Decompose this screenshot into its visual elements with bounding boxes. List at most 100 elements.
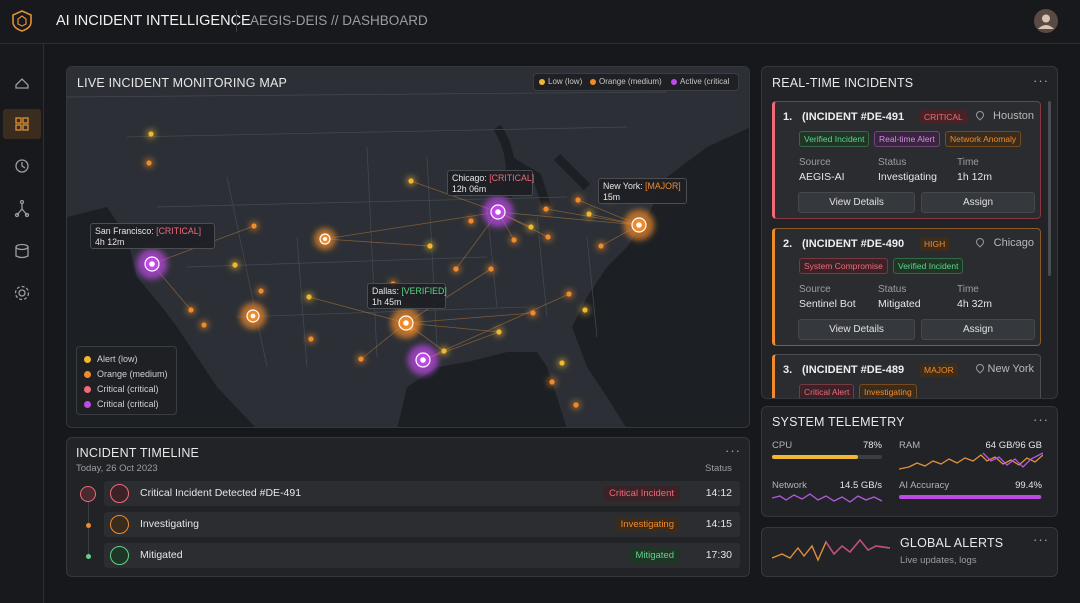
menu[interactable]: ··· xyxy=(1033,532,1049,547)
callout-status: [MAJOR] xyxy=(645,181,681,191)
status-badge: Investigating xyxy=(614,517,680,532)
action-button[interactable]: Assign xyxy=(921,192,1035,213)
scrollbar[interactable] xyxy=(1048,101,1051,276)
tag: Verified Incident xyxy=(799,131,870,147)
sidebar xyxy=(0,44,44,603)
incident-card[interactable]: 2. (INCIDENT #DE-490 HIGH Chicago System Com… xyxy=(772,228,1041,346)
dot xyxy=(232,262,238,268)
menu[interactable]: ··· xyxy=(1033,412,1049,427)
callout: Chicago: [CRITICAL] 12h 06m xyxy=(447,170,534,196)
link xyxy=(405,312,534,324)
alerts-sparkline xyxy=(772,538,890,562)
legend-label: Orange (medium) xyxy=(599,77,662,86)
links xyxy=(151,180,640,361)
legend-label: Active (critical xyxy=(680,77,730,86)
metric-value: 78% xyxy=(862,440,882,451)
time: 14:12 xyxy=(705,487,732,499)
dot xyxy=(306,294,312,300)
action-button[interactable]: View Details xyxy=(798,192,915,213)
action-button[interactable]: Assign xyxy=(921,319,1035,340)
callout-city: New York: xyxy=(603,181,643,191)
dot xyxy=(573,402,579,408)
status-badge: Mitigated xyxy=(629,548,680,563)
callout-city: San Francisco: xyxy=(95,226,154,236)
metric-value: 99.4% xyxy=(1015,480,1042,491)
legend-top: Low (low) Orange (medium) Active (critical xyxy=(533,73,739,91)
dot xyxy=(530,310,536,316)
timeline-date: Today, 26 Oct 2023 xyxy=(76,463,158,474)
field-value: Mitigated xyxy=(878,298,921,310)
dot xyxy=(566,291,572,297)
time: 14:15 xyxy=(705,518,732,530)
status-header: Status xyxy=(705,463,732,474)
dot xyxy=(146,160,152,166)
dot xyxy=(258,288,264,294)
severity: CRITICAL xyxy=(920,110,967,124)
metric-label: AI Accuracy xyxy=(899,480,950,491)
field-label: Status xyxy=(878,157,907,168)
status-badge: Critical Incident xyxy=(603,486,680,501)
bar xyxy=(772,455,858,459)
action-button[interactable]: View Details xyxy=(798,319,915,340)
alerts-title: GLOBAL ALERTS xyxy=(900,536,1004,550)
dot xyxy=(201,322,207,328)
incident-id: (INCIDENT #DE-490 xyxy=(802,238,905,250)
legend: Alert (low) Orange (medium) Critical (crit… xyxy=(76,346,177,415)
dot xyxy=(549,379,555,385)
field-label: Time xyxy=(957,284,979,295)
tag: Network Anomaly xyxy=(945,131,1022,147)
tag: System Compromise xyxy=(799,258,888,274)
telemetry-panel: SYSTEM TELEMETRY ··· CPU 78% RAM 64 GB/96 G… xyxy=(761,406,1058,517)
callout-time: 4h 12m xyxy=(95,237,125,247)
state-borders xyxy=(67,91,668,368)
incident-card[interactable]: 3. (INCIDENT #DE-489 MAJOR New York Critical… xyxy=(772,354,1041,398)
legend-label: Critical (critical) xyxy=(97,384,159,394)
telemetry-title: SYSTEM TELEMETRY xyxy=(772,415,905,429)
network-sparkline xyxy=(772,493,882,503)
legend-swatch xyxy=(84,371,91,378)
hub-core xyxy=(420,357,426,363)
dot xyxy=(528,224,534,230)
severity: MAJOR xyxy=(920,363,958,377)
tag: Critical Alert xyxy=(799,384,855,398)
node xyxy=(86,554,91,559)
sidebar-icons[interactable] xyxy=(0,44,44,344)
location: New York xyxy=(987,363,1034,375)
incidents-title: REAL-TIME INCIDENTS xyxy=(772,76,914,90)
field-value: AEGIS-AI xyxy=(799,171,845,183)
legend-swatch xyxy=(590,79,596,85)
field-label: Source xyxy=(799,284,831,295)
atlantic xyxy=(572,127,749,427)
divider xyxy=(236,10,237,32)
map-panel: LIVE INCIDENT MONITORING MAP Low (low) Or… xyxy=(66,66,750,428)
event: Mitigated xyxy=(140,549,183,561)
dot xyxy=(488,266,494,272)
link xyxy=(308,296,407,324)
incident-number: 3. xyxy=(783,364,793,376)
hub-core xyxy=(636,222,642,228)
dot xyxy=(148,131,154,137)
map[interactable] xyxy=(67,67,750,428)
hub-core xyxy=(403,320,409,326)
legend-label: Critical (critical) xyxy=(97,399,159,409)
field-value: 4h 32m xyxy=(957,298,993,310)
dot xyxy=(511,237,517,243)
metric-value: 64 GB/96 GB xyxy=(985,440,1042,451)
menu[interactable]: ··· xyxy=(725,443,741,458)
hub-core xyxy=(495,209,501,215)
link xyxy=(324,238,431,247)
incidents-panel: REAL-TIME INCIDENTS ··· 1. (INCIDENT #DE-… xyxy=(761,66,1058,399)
dot xyxy=(586,211,592,217)
dot xyxy=(543,206,549,212)
status-icon xyxy=(110,515,129,534)
legend-label: Alert (low) xyxy=(97,354,138,364)
incident-card[interactable]: 1. (INCIDENT #DE-491 CRITICAL Houston Verifi… xyxy=(772,101,1041,219)
map-title: LIVE INCIDENT MONITORING MAP xyxy=(77,76,288,90)
dot xyxy=(575,197,581,203)
field-label: Status xyxy=(878,284,907,295)
menu[interactable]: ··· xyxy=(1033,73,1049,88)
logo xyxy=(12,10,32,32)
app-title: AI INCIDENT INTELLIGENCE xyxy=(56,13,251,29)
avatar[interactable] xyxy=(1034,9,1058,33)
gulf xyxy=(397,352,567,427)
